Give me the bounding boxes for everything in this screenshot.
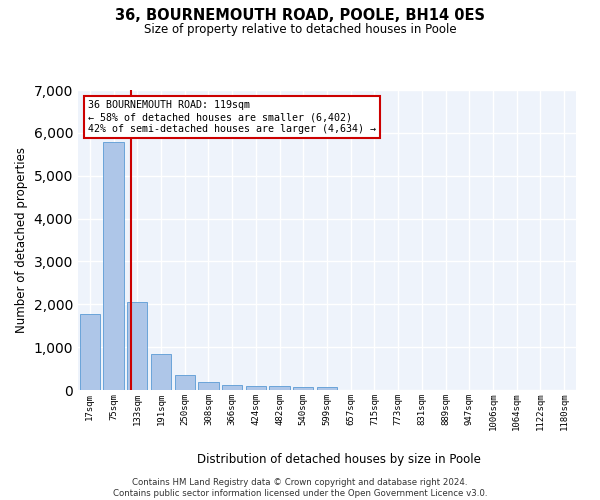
Bar bbox=[199, 382, 218, 390]
Bar bbox=[175, 376, 195, 390]
Text: 36 BOURNEMOUTH ROAD: 119sqm
← 58% of detached houses are smaller (6,402)
42% of : 36 BOURNEMOUTH ROAD: 119sqm ← 58% of det… bbox=[88, 100, 376, 134]
Bar bbox=[269, 386, 290, 390]
Bar bbox=[151, 354, 171, 390]
Y-axis label: Number of detached properties: Number of detached properties bbox=[15, 147, 28, 333]
Text: Size of property relative to detached houses in Poole: Size of property relative to detached ho… bbox=[143, 22, 457, 36]
Bar bbox=[127, 302, 148, 390]
Bar bbox=[103, 142, 124, 390]
Text: Contains HM Land Registry data © Crown copyright and database right 2024.
Contai: Contains HM Land Registry data © Crown c… bbox=[113, 478, 487, 498]
Text: 36, BOURNEMOUTH ROAD, POOLE, BH14 0ES: 36, BOURNEMOUTH ROAD, POOLE, BH14 0ES bbox=[115, 8, 485, 22]
Bar bbox=[80, 314, 100, 390]
Text: Distribution of detached houses by size in Poole: Distribution of detached houses by size … bbox=[197, 452, 481, 466]
Bar bbox=[293, 386, 313, 390]
Bar bbox=[222, 385, 242, 390]
Bar bbox=[317, 387, 337, 390]
Bar bbox=[246, 386, 266, 390]
